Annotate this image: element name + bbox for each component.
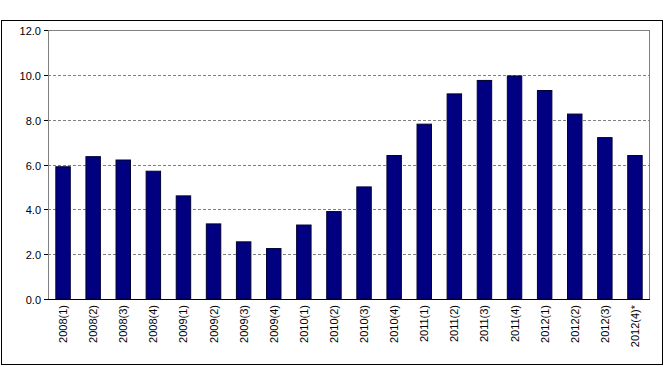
y-tick-label: 6.0 <box>26 160 41 172</box>
bar <box>327 212 341 299</box>
bar <box>537 91 551 299</box>
grid-line <box>48 209 650 210</box>
x-tick-label: 2011(2) <box>448 305 460 342</box>
bar <box>86 157 100 299</box>
bar <box>206 224 220 299</box>
y-tick <box>44 120 48 121</box>
x-tick-label: 2012(2) <box>569 305 581 343</box>
bar <box>447 94 461 299</box>
grid-line <box>48 299 650 300</box>
y-tick-label: 4.0 <box>26 204 41 216</box>
y-tick <box>44 75 48 76</box>
y-tick-label: 10.0 <box>20 70 41 82</box>
chart-svg: 0.0 2.0 4.0 6.0 8.0 10.0 12.0 2008(1) 2008(2) 200… <box>0 0 665 367</box>
bar <box>628 156 642 299</box>
y-tick-label: 2.0 <box>26 249 41 261</box>
x-tick-label: 2012(3) <box>599 305 611 343</box>
x-tick-label: 2009(4) <box>268 305 280 343</box>
x-tick-label: 2011(1) <box>418 305 430 342</box>
bars <box>56 76 642 299</box>
x-tick-label: 2011(4) <box>509 305 521 342</box>
bar <box>146 171 160 299</box>
x-tick-label: 2010(3) <box>358 305 370 343</box>
bar <box>477 80 491 299</box>
x-tick-label: 2012(4)* <box>629 304 641 347</box>
x-tick-label: 2011(3) <box>478 305 490 342</box>
bar <box>56 167 70 299</box>
bar <box>598 138 612 299</box>
grid-line <box>48 120 650 121</box>
x-tick-label: 2010(2) <box>328 305 340 343</box>
x-tick-label: 2008(1) <box>57 305 69 343</box>
x-tick-label: 2012(1) <box>539 305 551 343</box>
y-tick-label: 8.0 <box>26 115 41 127</box>
chart-container: 0.0 2.0 4.0 6.0 8.0 10.0 12.0 2008(1) 2008(2) 200… <box>0 0 665 367</box>
bar <box>236 242 250 299</box>
x-tick-label: 2008(4) <box>147 305 159 343</box>
y-tick <box>44 209 48 210</box>
chart-frame <box>2 21 663 365</box>
x-tick-label: 2009(2) <box>208 305 220 343</box>
y-tick <box>44 165 48 166</box>
grid-line <box>48 165 650 166</box>
x-tick-label: 2010(4) <box>388 305 400 343</box>
bar <box>176 196 190 299</box>
x-tick-label: 2009(3) <box>238 305 250 343</box>
bar <box>387 156 401 299</box>
bar <box>116 160 130 299</box>
bar <box>568 114 582 299</box>
plot-frame <box>49 31 650 300</box>
bar <box>417 124 431 299</box>
x-tick-label: 2008(3) <box>117 305 129 343</box>
y-tick <box>44 30 48 31</box>
bar <box>267 249 281 299</box>
x-tick-label: 2009(1) <box>177 305 189 343</box>
y-tick <box>44 254 48 255</box>
y-tick-label: 12.0 <box>20 25 41 37</box>
y-tick-label: 0.0 <box>26 294 41 306</box>
bar <box>507 76 521 299</box>
bar <box>357 187 371 299</box>
grid-line <box>48 75 650 76</box>
x-tick-label: 2010(1) <box>298 305 310 343</box>
y-tick <box>44 299 48 300</box>
x-axis <box>48 299 650 300</box>
bar <box>297 225 311 299</box>
x-tick-label: 2008(2) <box>87 305 99 343</box>
grid-line <box>48 254 650 255</box>
